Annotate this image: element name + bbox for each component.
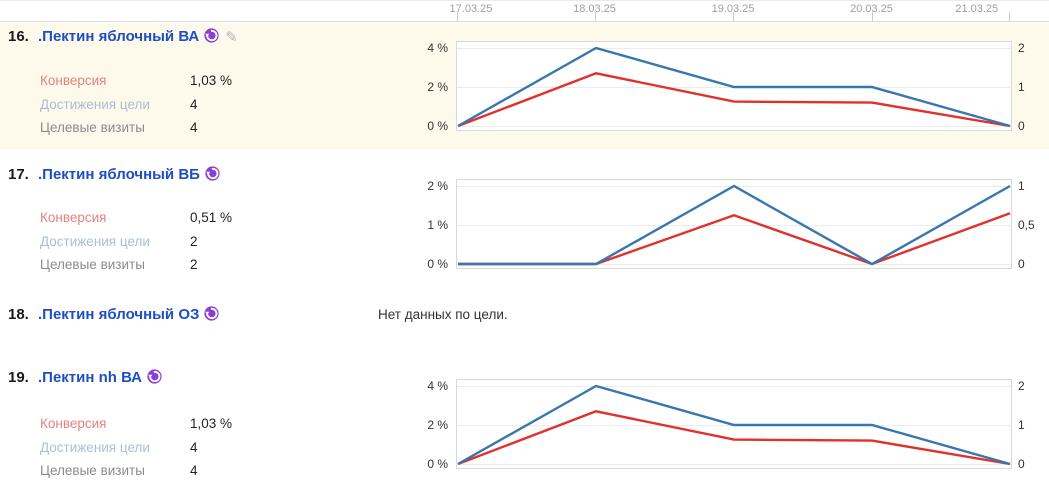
goal-row: 16. .Пектин яблочный ВА ✎ Конверсия 1,03 % Д… <box>0 23 1049 149</box>
date-label: 19.03.25 <box>711 3 755 15</box>
metric-row: Целевые визиты 2 <box>40 253 232 277</box>
series-line-conversion <box>458 212 1011 266</box>
left-axis-labels: 4 % 2 % 0 % <box>422 379 448 471</box>
left-axis-tick-label: 2 % <box>427 80 448 94</box>
metric-row: Достижения цели 4 <box>40 436 232 460</box>
metric-label: Достижения цели <box>40 96 150 112</box>
retargeting-icon <box>147 369 162 384</box>
metric-value: 2 <box>190 257 198 273</box>
edit-goal-icon[interactable]: ✎ <box>225 29 238 46</box>
axis-tick <box>871 12 873 21</box>
series-line-goal-reaches <box>458 184 1011 266</box>
retargeting-icon <box>204 306 220 321</box>
left-axis-tick-label: 4 % <box>427 41 448 55</box>
goal-title-link[interactable]: .Пектин яблочный ВА <box>38 28 200 45</box>
metric-label: Достижения цели <box>40 439 150 455</box>
left-axis-tick-label: 0 % <box>427 457 448 471</box>
goal-number: 17. <box>8 166 29 183</box>
metric-label: Целевые визиты <box>40 120 145 136</box>
right-axis-tick-label: 0 <box>1018 119 1025 133</box>
left-axis-labels: 2 % 1 % 0 % <box>422 179 448 271</box>
goal-title-link[interactable]: .Пектин nh ВА <box>38 369 143 386</box>
metric-row: Целевые визиты 4 <box>40 116 232 140</box>
goal-rows: 16. .Пектин яблочный ВА ✎ Конверсия 1,03 % Д… <box>0 23 1049 490</box>
metric-row: Целевые визиты 4 <box>40 459 232 483</box>
goal-metrics: Конверсия 1,03 % Достижения цели 4 Целевые в… <box>40 412 232 483</box>
left-axis-tick-label: 4 % <box>427 379 448 393</box>
axis-tick <box>733 12 734 21</box>
goal-row-head: 17..Пектин яблочный ВБ✎ <box>8 166 220 184</box>
series-line-conversion <box>457 410 1011 466</box>
left-axis-tick-label: 0 % <box>427 257 448 271</box>
metric-value: 1,03 % <box>190 416 233 432</box>
goal-title-link[interactable]: .Пектин яблочный ОЗ <box>38 306 200 323</box>
goal-metrics: Конверсия 0,51 % Достижения цели 2 Целевые в… <box>40 206 232 277</box>
metric-value: 4 <box>190 463 198 479</box>
goal-row: 18..Пектин яблочный ОЗ✎ Нет данных по це… <box>0 304 1049 354</box>
goal-number: 19. <box>8 369 29 386</box>
goal-row-head: 16. .Пектин яблочный ВА ✎ <box>8 28 238 47</box>
goal-number: 18. <box>8 306 29 323</box>
right-axis-tick-label: 2 <box>1018 379 1025 393</box>
chart-plot[interactable] <box>456 41 1012 131</box>
chart-plot[interactable] <box>456 179 1012 269</box>
chart-plot[interactable] <box>456 379 1012 469</box>
left-axis-tick-label: 2 % <box>427 418 448 432</box>
metric-row: Конверсия 1,03 % <box>40 412 232 436</box>
metric-label: Конверсия <box>40 416 107 432</box>
goal-metrics: Конверсия 1,03 % Достижения цели 4 Целевые в… <box>40 69 232 140</box>
metric-row: Достижения цели 4 <box>40 93 232 117</box>
metric-label: Конверсия <box>40 73 107 89</box>
metric-label: Достижения цели <box>40 233 150 249</box>
left-axis-labels: 4 % 2 % 0 % <box>422 41 448 133</box>
retargeting-icon <box>205 166 220 181</box>
retargeting-icon <box>204 28 219 43</box>
metric-label: Конверсия <box>40 210 107 226</box>
metric-value: 1,03 % <box>190 73 233 89</box>
metric-label: Целевые визиты <box>40 463 145 479</box>
goal-row-head: 19..Пектин nh ВА✎ <box>8 369 162 387</box>
goal-number: 16. <box>8 28 29 45</box>
goal-title-link[interactable]: .Пектин яблочный ВБ <box>38 166 200 183</box>
date-label: 17.03.25 <box>449 3 493 15</box>
right-axis-labels: 2 1 0 <box>1018 379 1049 471</box>
series-line-goal-reaches <box>457 46 1011 128</box>
metric-value: 4 <box>190 120 198 136</box>
date-label: 21.03.25 <box>955 3 999 15</box>
right-axis-labels: 1 0,5 0 <box>1018 179 1049 271</box>
series-line-conversion <box>457 72 1011 128</box>
axis-tick <box>594 12 596 21</box>
axis-tick <box>457 12 459 21</box>
chart-dates-header: 17.03.25 18.03.25 19.03.25 20.03.25 21.03.25 <box>0 0 1049 22</box>
no-data-message: Нет данных по цели. <box>378 307 508 322</box>
metric-value: 4 <box>190 96 198 112</box>
right-axis-tick-label: 2 <box>1018 41 1025 55</box>
right-axis-tick-label: 0,5 <box>1018 218 1035 232</box>
metric-value: 2 <box>190 233 198 249</box>
right-axis-tick-label: 0 <box>1018 257 1025 271</box>
metric-value: 0,51 % <box>190 210 233 226</box>
right-axis-labels: 2 1 0 <box>1018 41 1049 133</box>
metric-label: Целевые визиты <box>40 257 145 273</box>
date-label: 20.03.25 <box>850 3 893 15</box>
metric-row: Достижения цели 2 <box>40 230 232 254</box>
metric-row: Конверсия 1,03 % <box>40 69 232 93</box>
date-label: 18.03.25 <box>573 3 616 15</box>
left-axis-tick-label: 0 % <box>427 119 448 133</box>
axis-tick <box>1008 12 1010 21</box>
metric-value: 4 <box>190 439 198 455</box>
right-axis-tick-label: 1 <box>1018 179 1025 193</box>
left-axis-tick-label: 1 % <box>427 218 448 232</box>
metric-row: Конверсия 0,51 % <box>40 206 232 230</box>
left-axis-tick-label: 2 % <box>427 179 448 193</box>
right-axis-tick-label: 0 <box>1018 457 1025 471</box>
right-axis-tick-label: 1 <box>1018 418 1025 432</box>
series-line-goal-reaches <box>457 384 1011 466</box>
header-dates: 17.03.25 18.03.25 19.03.25 20.03.25 21.03.25 <box>450 1 1010 21</box>
goal-row-head: 18..Пектин яблочный ОЗ✎ <box>8 306 220 324</box>
right-axis-tick-label: 1 <box>1018 80 1025 94</box>
